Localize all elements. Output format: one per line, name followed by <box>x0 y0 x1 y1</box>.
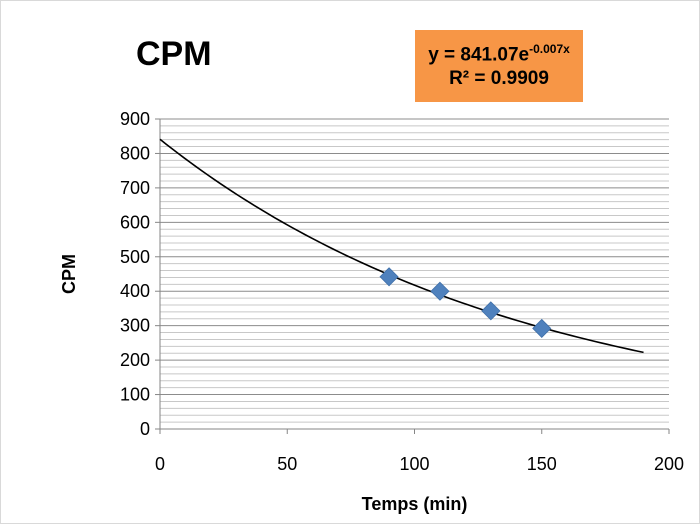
equation-line: y = 841.07e-0.007x <box>428 42 570 67</box>
data-point <box>430 281 450 301</box>
trendline <box>159 138 644 354</box>
y-tick-label: 900 <box>120 109 150 129</box>
trendline-equation-label: y = 841.07e-0.007x R² = 0.9909 <box>415 30 583 102</box>
y-tick-label: 200 <box>120 350 150 370</box>
r-squared-text: R² = 0.9909 <box>449 67 549 89</box>
x-axis-title: Temps (min) <box>362 494 468 514</box>
y-tick-label: 300 <box>120 316 150 336</box>
x-tick-label: 50 <box>277 454 297 474</box>
y-tick-label: 100 <box>120 385 150 405</box>
x-tick-label: 100 <box>399 454 429 474</box>
x-tick-label: 0 <box>155 454 165 474</box>
y-tick-label: 700 <box>120 178 150 198</box>
y-tick-label: 800 <box>120 143 150 163</box>
chart-title: CPM <box>136 35 212 73</box>
y-tick-label: 0 <box>140 419 150 439</box>
x-tick-label: 200 <box>654 454 684 474</box>
x-tick-label: 150 <box>527 454 557 474</box>
data-point <box>532 318 552 338</box>
equation-text: y = 841.07e <box>428 43 530 65</box>
y-axis-title: CPM <box>59 254 79 294</box>
y-tick-label: 600 <box>120 212 150 232</box>
y-tick-label: 500 <box>120 247 150 267</box>
equation-exponent: -0.007x <box>529 41 570 56</box>
data-point <box>379 267 399 287</box>
data-point <box>481 301 501 321</box>
y-tick-label: 400 <box>120 281 150 301</box>
